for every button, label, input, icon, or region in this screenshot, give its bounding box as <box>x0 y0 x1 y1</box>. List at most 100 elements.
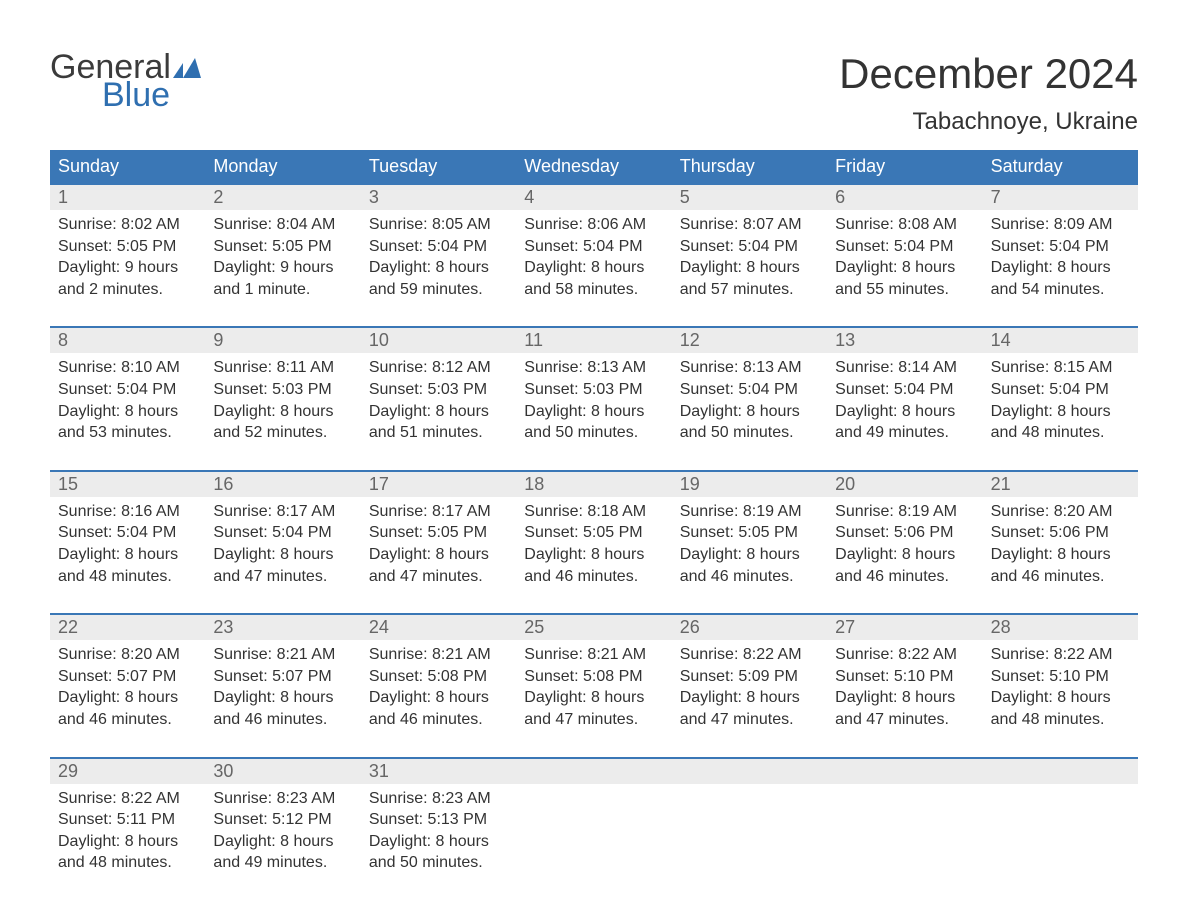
sunset-text: Sunset: 5:05 PM <box>58 236 197 258</box>
calendar-week: 15161718192021Sunrise: 8:16 AMSunset: 5:… <box>50 470 1138 613</box>
sunrise-text: Sunrise: 8:15 AM <box>991 357 1130 379</box>
sunrise-text: Sunrise: 8:11 AM <box>213 357 352 379</box>
daylight-text: Daylight: 8 hours and 47 minutes. <box>524 687 663 730</box>
sunrise-text: Sunrise: 8:14 AM <box>835 357 974 379</box>
day-cell: Sunrise: 8:22 AMSunset: 5:10 PMDaylight:… <box>983 640 1138 756</box>
day-number: 16 <box>205 472 360 497</box>
day-of-week-header: SundayMondayTuesdayWednesdayThursdayFrid… <box>50 150 1138 183</box>
day-cell <box>983 784 1138 900</box>
sunset-text: Sunset: 5:05 PM <box>213 236 352 258</box>
sunset-text: Sunset: 5:11 PM <box>58 809 197 831</box>
day-number: 20 <box>827 472 982 497</box>
day-cell: Sunrise: 8:23 AMSunset: 5:13 PMDaylight:… <box>361 784 516 900</box>
sunset-text: Sunset: 5:04 PM <box>991 379 1130 401</box>
calendar-week: 293031 Sunrise: 8:22 AMSunset: 5:11 PMDay… <box>50 757 1138 900</box>
daylight-text: Daylight: 8 hours and 46 minutes. <box>369 687 508 730</box>
sunset-text: Sunset: 5:13 PM <box>369 809 508 831</box>
daynum-row: 293031 <box>50 759 1138 784</box>
dow-cell: Monday <box>205 150 360 183</box>
daynum-row: 891011121314 <box>50 328 1138 353</box>
day-number: 8 <box>50 328 205 353</box>
sunrise-text: Sunrise: 8:04 AM <box>213 214 352 236</box>
day-number: 11 <box>516 328 671 353</box>
day-cell <box>516 784 671 900</box>
sunset-text: Sunset: 5:10 PM <box>835 666 974 688</box>
sunset-text: Sunset: 5:04 PM <box>835 236 974 258</box>
day-cell: Sunrise: 8:13 AMSunset: 5:04 PMDaylight:… <box>672 353 827 469</box>
daylight-text: Daylight: 9 hours and 1 minute. <box>213 257 352 300</box>
sunrise-text: Sunrise: 8:08 AM <box>835 214 974 236</box>
daylight-text: Daylight: 8 hours and 46 minutes. <box>213 687 352 730</box>
day-cell: Sunrise: 8:19 AMSunset: 5:06 PMDaylight:… <box>827 497 982 613</box>
day-number: 17 <box>361 472 516 497</box>
day-cell: Sunrise: 8:02 AMSunset: 5:05 PMDaylight:… <box>50 210 205 326</box>
day-cell: Sunrise: 8:06 AMSunset: 5:04 PMDaylight:… <box>516 210 671 326</box>
sunset-text: Sunset: 5:03 PM <box>369 379 508 401</box>
sunset-text: Sunset: 5:09 PM <box>680 666 819 688</box>
daylight-text: Daylight: 8 hours and 47 minutes. <box>213 544 352 587</box>
day-cell <box>827 784 982 900</box>
day-cell: Sunrise: 8:20 AMSunset: 5:06 PMDaylight:… <box>983 497 1138 613</box>
sunrise-text: Sunrise: 8:02 AM <box>58 214 197 236</box>
sunset-text: Sunset: 5:08 PM <box>524 666 663 688</box>
sunset-text: Sunset: 5:05 PM <box>369 522 508 544</box>
logo-text-blue: Blue <box>102 78 201 112</box>
daylight-text: Daylight: 8 hours and 48 minutes. <box>991 401 1130 444</box>
sunrise-text: Sunrise: 8:17 AM <box>213 501 352 523</box>
daylight-text: Daylight: 8 hours and 52 minutes. <box>213 401 352 444</box>
day-cell: Sunrise: 8:21 AMSunset: 5:07 PMDaylight:… <box>205 640 360 756</box>
sunrise-text: Sunrise: 8:21 AM <box>524 644 663 666</box>
sunrise-text: Sunrise: 8:22 AM <box>680 644 819 666</box>
day-cell: Sunrise: 8:18 AMSunset: 5:05 PMDaylight:… <box>516 497 671 613</box>
calendar-week: 1234567Sunrise: 8:02 AMSunset: 5:05 PMDa… <box>50 183 1138 326</box>
day-number: 13 <box>827 328 982 353</box>
daylight-text: Daylight: 8 hours and 57 minutes. <box>680 257 819 300</box>
dow-cell: Saturday <box>983 150 1138 183</box>
day-number <box>983 759 1138 784</box>
sunrise-text: Sunrise: 8:23 AM <box>369 788 508 810</box>
daylight-text: Daylight: 8 hours and 51 minutes. <box>369 401 508 444</box>
day-cell: Sunrise: 8:09 AMSunset: 5:04 PMDaylight:… <box>983 210 1138 326</box>
sunrise-text: Sunrise: 8:16 AM <box>58 501 197 523</box>
day-cell: Sunrise: 8:10 AMSunset: 5:04 PMDaylight:… <box>50 353 205 469</box>
day-number <box>516 759 671 784</box>
day-cell: Sunrise: 8:22 AMSunset: 5:10 PMDaylight:… <box>827 640 982 756</box>
sunset-text: Sunset: 5:04 PM <box>835 379 974 401</box>
day-cell <box>672 784 827 900</box>
daylight-text: Daylight: 8 hours and 46 minutes. <box>58 687 197 730</box>
sunrise-text: Sunrise: 8:07 AM <box>680 214 819 236</box>
logo: General Blue <box>50 50 201 112</box>
daylight-text: Daylight: 9 hours and 2 minutes. <box>58 257 197 300</box>
sunset-text: Sunset: 5:06 PM <box>991 522 1130 544</box>
sunrise-text: Sunrise: 8:22 AM <box>58 788 197 810</box>
location-text: Tabachnoye, Ukraine <box>839 108 1138 136</box>
day-cell: Sunrise: 8:20 AMSunset: 5:07 PMDaylight:… <box>50 640 205 756</box>
sunset-text: Sunset: 5:04 PM <box>680 379 819 401</box>
day-cell: Sunrise: 8:17 AMSunset: 5:04 PMDaylight:… <box>205 497 360 613</box>
sunset-text: Sunset: 5:07 PM <box>213 666 352 688</box>
daylight-text: Daylight: 8 hours and 48 minutes. <box>991 687 1130 730</box>
sunset-text: Sunset: 5:10 PM <box>991 666 1130 688</box>
day-cell: Sunrise: 8:14 AMSunset: 5:04 PMDaylight:… <box>827 353 982 469</box>
daylight-text: Daylight: 8 hours and 46 minutes. <box>835 544 974 587</box>
calendar-week: 22232425262728Sunrise: 8:20 AMSunset: 5:… <box>50 613 1138 756</box>
day-number: 6 <box>827 185 982 210</box>
daylight-text: Daylight: 8 hours and 46 minutes. <box>524 544 663 587</box>
day-number: 27 <box>827 615 982 640</box>
dow-cell: Wednesday <box>516 150 671 183</box>
sunrise-text: Sunrise: 8:22 AM <box>835 644 974 666</box>
daylight-text: Daylight: 8 hours and 48 minutes. <box>58 831 197 874</box>
day-cell: Sunrise: 8:16 AMSunset: 5:04 PMDaylight:… <box>50 497 205 613</box>
sunrise-text: Sunrise: 8:05 AM <box>369 214 508 236</box>
day-number: 30 <box>205 759 360 784</box>
sunset-text: Sunset: 5:03 PM <box>213 379 352 401</box>
daylight-text: Daylight: 8 hours and 55 minutes. <box>835 257 974 300</box>
day-number: 22 <box>50 615 205 640</box>
daylight-text: Daylight: 8 hours and 47 minutes. <box>680 687 819 730</box>
sunset-text: Sunset: 5:04 PM <box>680 236 819 258</box>
day-number: 10 <box>361 328 516 353</box>
sunrise-text: Sunrise: 8:23 AM <box>213 788 352 810</box>
sunset-text: Sunset: 5:05 PM <box>524 522 663 544</box>
logo-flag-icon <box>173 58 201 78</box>
sunset-text: Sunset: 5:07 PM <box>58 666 197 688</box>
